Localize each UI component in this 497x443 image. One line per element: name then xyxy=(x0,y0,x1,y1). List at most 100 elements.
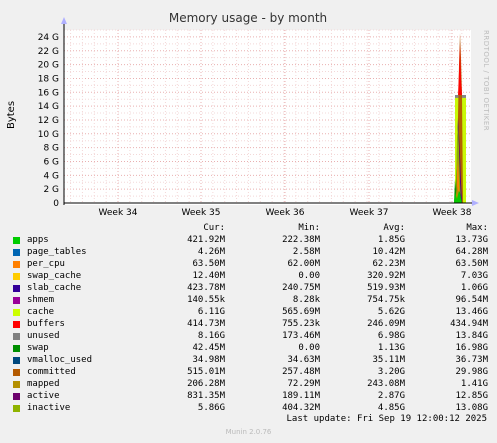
legend-max: 64.28M xyxy=(455,247,488,257)
legend-cur: 34.98M xyxy=(192,355,225,365)
legend-swatch xyxy=(13,296,20,304)
legend-swatch xyxy=(13,344,20,352)
legend-name: vmalloc_used xyxy=(27,355,93,365)
legend-max: 29.98G xyxy=(455,367,488,377)
legend-min: 755.23k xyxy=(282,319,320,329)
legend-avg: 4.85G xyxy=(377,403,405,413)
legend-row-committed: committed 515.01M 257.48M 3.20G 29.98G xyxy=(10,366,490,378)
area-buffers xyxy=(458,43,462,96)
legend-max: 7.03G xyxy=(460,271,488,281)
legend-swatch xyxy=(13,404,20,412)
legend-row-cache: cache 6.11G 565.69M 5.62G 13.46G xyxy=(10,306,490,318)
legend-min: 0.00 xyxy=(298,271,320,281)
legend-row-per-cpu: per_cpu 63.50M 62.00M 62.23M 63.50M xyxy=(10,258,490,270)
legend-avg: 246.09M xyxy=(367,319,405,329)
legend-max: 36.73M xyxy=(455,355,488,365)
legend-name: shmem xyxy=(27,295,55,305)
x-tick-label: Week 35 xyxy=(182,208,221,218)
legend-max: 1.41G xyxy=(460,379,488,389)
legend-swatch xyxy=(13,284,20,292)
y-tick-label: 14 G xyxy=(38,102,59,112)
legend-min: 565.69M xyxy=(282,307,320,317)
legend-name: committed xyxy=(27,367,76,377)
legend-min: 8.28k xyxy=(292,295,320,305)
legend-row-slab-cache: slab_cache 423.78M 240.75M 519.93M 1.06G xyxy=(10,282,490,294)
legend-cur: 414.73M xyxy=(187,319,225,329)
legend-avg: 3.20G xyxy=(377,367,405,377)
legend-avg: 1.85G xyxy=(377,235,405,245)
rrdtool-watermark: RRDTOOL / TOBI OETIKER xyxy=(482,30,490,131)
legend-cur: 8.16G xyxy=(197,331,225,341)
legend-cur: 63.50M xyxy=(192,259,225,269)
legend-name: mapped xyxy=(27,379,60,389)
legend-row-apps: apps 421.92M 222.38M 1.85G 13.73G xyxy=(10,234,490,246)
legend-min: 222.38M xyxy=(282,235,320,245)
y-tick-label: 22 G xyxy=(38,47,59,57)
legend-row-swap: swap 42.45M 0.00 1.13G 16.98G xyxy=(10,342,490,354)
munin-version: Munin 2.0.76 xyxy=(225,428,272,436)
x-axis-ticks: Week 34 Week 35 Week 36 Week 37 Week 38 xyxy=(99,208,472,218)
y-tick-label: 6 G xyxy=(43,157,59,167)
grid xyxy=(64,29,471,203)
y-axis-ticks: 0 2 G 4 G 6 G 8 G 10 G 12 G 14 G 16 G 18 G 20 G 22 … xyxy=(38,33,60,209)
legend-swatch xyxy=(13,272,20,280)
chart-title: Memory usage - by month xyxy=(169,11,327,25)
legend-swatch xyxy=(13,236,20,244)
legend-row-shmem: shmem 140.55k 8.28k 754.75k 96.54M xyxy=(10,294,490,306)
legend-avg: 243.08M xyxy=(367,379,405,389)
legend-row-swap-cache: swap_cache 12.40M 0.00 320.92M 7.03G xyxy=(10,270,490,282)
legend-name: slab_cache xyxy=(27,283,82,293)
legend-swatch xyxy=(13,380,20,388)
legend-row-mapped: mapped 206.28M 72.29M 243.08M 1.41G xyxy=(10,378,490,390)
legend-cur: 831.35M xyxy=(187,391,225,401)
legend-cur: 421.92M xyxy=(187,235,225,245)
legend-table: Cur: Min: Avg: Max: apps 421.92M 222.38M 1.… xyxy=(10,222,490,414)
y-tick-label: 0 xyxy=(53,199,59,209)
legend-name: inactive xyxy=(27,403,71,413)
legend-swatch xyxy=(13,260,20,268)
y-tick-label: 10 G xyxy=(38,130,59,140)
legend-avg: 10.42M xyxy=(372,247,405,257)
y-axis-label: Bytes xyxy=(6,101,17,129)
legend-cur: 140.55k xyxy=(187,295,225,305)
legend-avg: 754.75k xyxy=(367,295,405,305)
x-tick-label: Week 38 xyxy=(433,208,472,218)
legend-avg: 1.13G xyxy=(377,343,405,353)
legend-row-inactive: inactive 5.86G 404.32M 4.85G 13.08G xyxy=(10,402,490,414)
last-update: Last update: Fri Sep 19 12:00:12 2025 xyxy=(286,414,487,424)
legend-row-buffers: buffers 414.73M 755.23k 246.09M 434.94M xyxy=(10,318,490,330)
legend-name: per_cpu xyxy=(27,259,65,269)
y-tick-label: 16 G xyxy=(38,88,59,98)
legend-max: 13.73G xyxy=(455,235,488,245)
legend-name: buffers xyxy=(27,319,65,329)
legend-name: cache xyxy=(27,307,55,317)
memory-usage-chart: 0 2 G 4 G 6 G 8 G 10 G 12 G 14 G 16 G 18 G 20 G 22 … xyxy=(6,11,490,218)
x-tick-label: Week 37 xyxy=(350,208,389,218)
x-axis-arrow xyxy=(472,200,479,206)
legend-max: 13.46G xyxy=(455,307,488,317)
legend-min: 173.46M xyxy=(282,331,320,341)
legend-swatch xyxy=(13,368,20,376)
legend-name: page_tables xyxy=(27,247,87,257)
legend-min: 404.32M xyxy=(282,403,320,413)
legend-avg: 519.93M xyxy=(367,283,405,293)
legend-row-page-tables: page_tables 4.26M 2.58M 10.42M 64.28M xyxy=(10,246,490,258)
area-apps xyxy=(454,190,462,203)
legend-header: Cur: Min: Avg: Max: xyxy=(10,222,490,234)
legend-cur: 4.26M xyxy=(197,247,225,257)
legend-avg: 2.87G xyxy=(377,391,405,401)
col-max-header: Max: xyxy=(466,223,488,233)
legend-name: active xyxy=(27,391,60,401)
y-axis-arrow xyxy=(61,17,67,24)
legend-max: 13.84G xyxy=(455,331,488,341)
legend-max: 63.50M xyxy=(455,259,488,269)
legend-name: swap_cache xyxy=(27,271,82,281)
legend-row-unused: unused 8.16G 173.46M 6.98G 13.84G xyxy=(10,330,490,342)
legend-row-active: active 831.35M 189.11M 2.87G 12.85G xyxy=(10,390,490,402)
legend-cur: 12.40M xyxy=(192,271,225,281)
legend-min: 189.11M xyxy=(282,391,320,401)
col-cur-header: Cur: xyxy=(203,223,225,233)
legend-cur: 6.11G xyxy=(197,307,225,317)
legend-avg: 62.23M xyxy=(372,259,405,269)
y-tick-label: 4 G xyxy=(43,171,59,181)
